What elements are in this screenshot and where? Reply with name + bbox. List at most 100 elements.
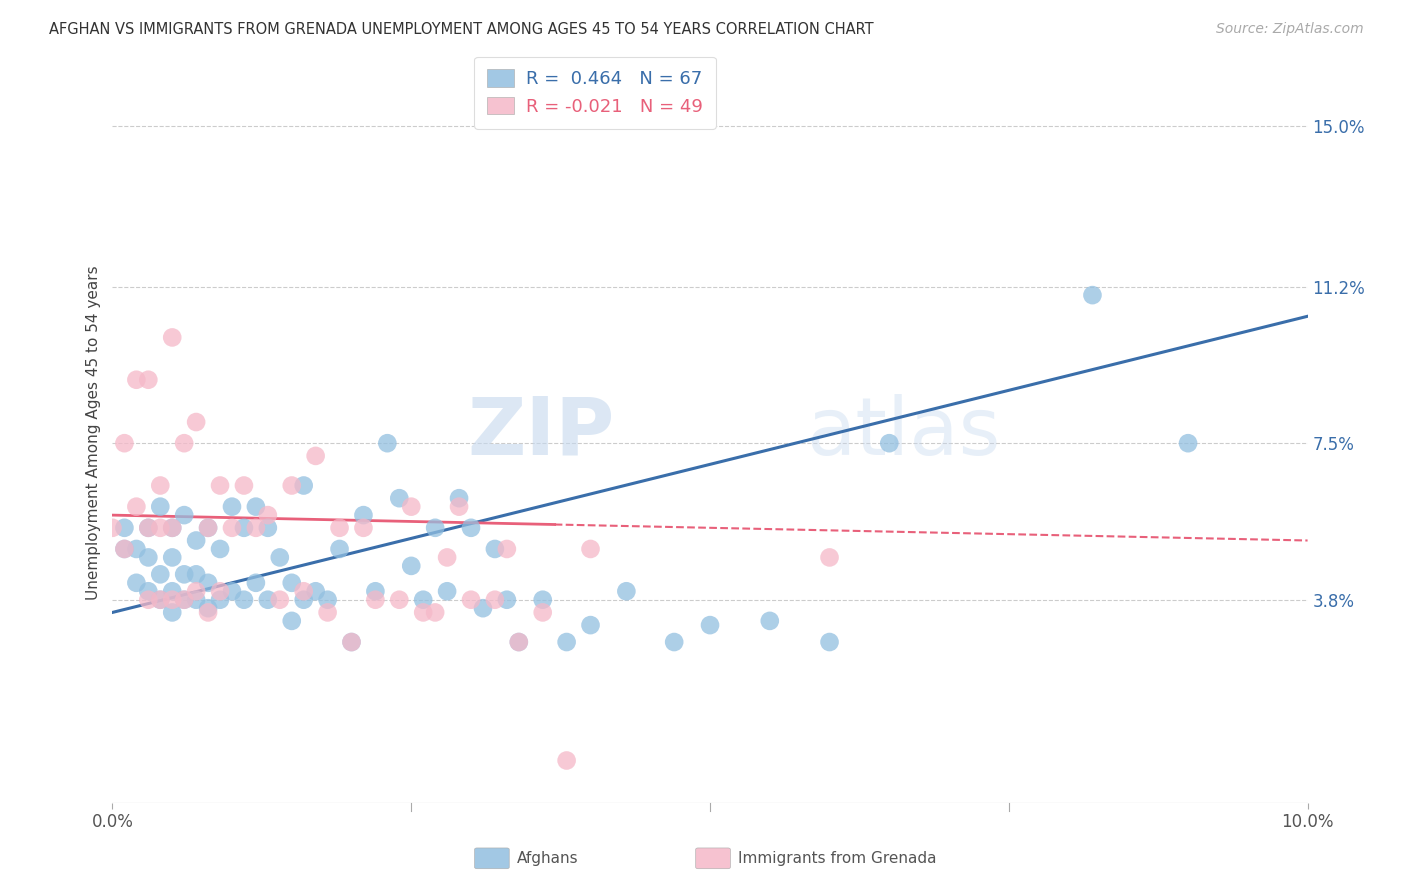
Point (401, 558, 423, 573)
Point (221, 584, 243, 599)
Point (197, 606, 219, 620)
Point (162, 521, 183, 535)
Point (436, 550, 458, 565)
Point (818, 550, 841, 565)
Point (329, 541, 352, 556)
Point (531, 606, 554, 620)
Point (245, 575, 267, 590)
Point (425, 521, 447, 535)
Point (460, 592, 482, 607)
Point (245, 500, 267, 514)
Point (555, 754, 578, 768)
Point (257, 592, 280, 607)
Point (616, 584, 638, 599)
Point (162, 330, 183, 344)
Point (555, 635, 578, 649)
Point (233, 478, 256, 492)
Point (353, 508, 375, 522)
Point (173, 567, 195, 582)
Point (197, 575, 219, 590)
Point (162, 606, 183, 620)
Point (664, 635, 686, 649)
Point (257, 508, 280, 522)
Point (818, 635, 841, 649)
FancyBboxPatch shape (696, 848, 730, 869)
Point (388, 592, 411, 607)
Point (114, 436, 135, 450)
Point (699, 618, 721, 632)
Point (209, 584, 232, 599)
Point (209, 541, 232, 556)
Point (484, 541, 506, 556)
Point (173, 592, 195, 607)
Point (292, 478, 315, 492)
Point (114, 541, 135, 556)
Point (186, 415, 208, 429)
Point (186, 584, 208, 599)
Text: Immigrants from Grenada: Immigrants from Grenada (738, 851, 936, 866)
Point (281, 614, 304, 628)
Point (125, 500, 148, 514)
Point (460, 521, 482, 535)
Point (388, 491, 411, 506)
Point (531, 592, 554, 607)
Point (340, 635, 363, 649)
Point (173, 508, 195, 522)
Point (138, 584, 160, 599)
Point (496, 541, 519, 556)
Point (162, 550, 183, 565)
Point (472, 601, 495, 615)
Point (114, 521, 135, 535)
Point (149, 592, 172, 607)
Point (449, 500, 471, 514)
Point (425, 606, 447, 620)
Point (364, 584, 387, 599)
Point (257, 521, 280, 535)
Point (186, 592, 208, 607)
Point (508, 635, 530, 649)
Text: ZIP: ZIP (467, 393, 614, 472)
Point (125, 373, 148, 387)
Point (173, 436, 195, 450)
Point (316, 592, 339, 607)
Point (305, 449, 328, 463)
Text: AFGHAN VS IMMIGRANTS FROM GRENADA UNEMPLOYMENT AMONG AGES 45 TO 54 YEARS CORRELA: AFGHAN VS IMMIGRANTS FROM GRENADA UNEMPL… (49, 22, 875, 37)
Point (114, 541, 135, 556)
Point (149, 478, 172, 492)
FancyBboxPatch shape (475, 848, 509, 869)
Point (149, 521, 172, 535)
Point (579, 618, 602, 632)
Point (245, 521, 267, 535)
Point (269, 550, 291, 565)
Text: Afghans: Afghans (516, 851, 578, 866)
Point (879, 436, 901, 450)
Point (186, 567, 208, 582)
Point (281, 478, 304, 492)
Point (221, 521, 243, 535)
Point (209, 478, 232, 492)
Point (449, 491, 471, 506)
Point (197, 521, 219, 535)
Point (138, 373, 160, 387)
Point (281, 575, 304, 590)
Text: Source: ZipAtlas.com: Source: ZipAtlas.com (1216, 22, 1364, 37)
Point (412, 592, 434, 607)
Point (101, 521, 124, 535)
Point (173, 592, 195, 607)
Point (149, 500, 172, 514)
Point (508, 635, 530, 649)
Point (233, 521, 256, 535)
Point (138, 550, 160, 565)
Point (209, 592, 232, 607)
Point (1081, 288, 1104, 302)
Point (138, 592, 160, 607)
Point (292, 592, 315, 607)
Point (138, 521, 160, 535)
Point (401, 500, 423, 514)
Point (162, 592, 183, 607)
Point (759, 614, 782, 628)
Point (149, 567, 172, 582)
Point (364, 592, 387, 607)
Point (162, 584, 183, 599)
Point (269, 592, 291, 607)
